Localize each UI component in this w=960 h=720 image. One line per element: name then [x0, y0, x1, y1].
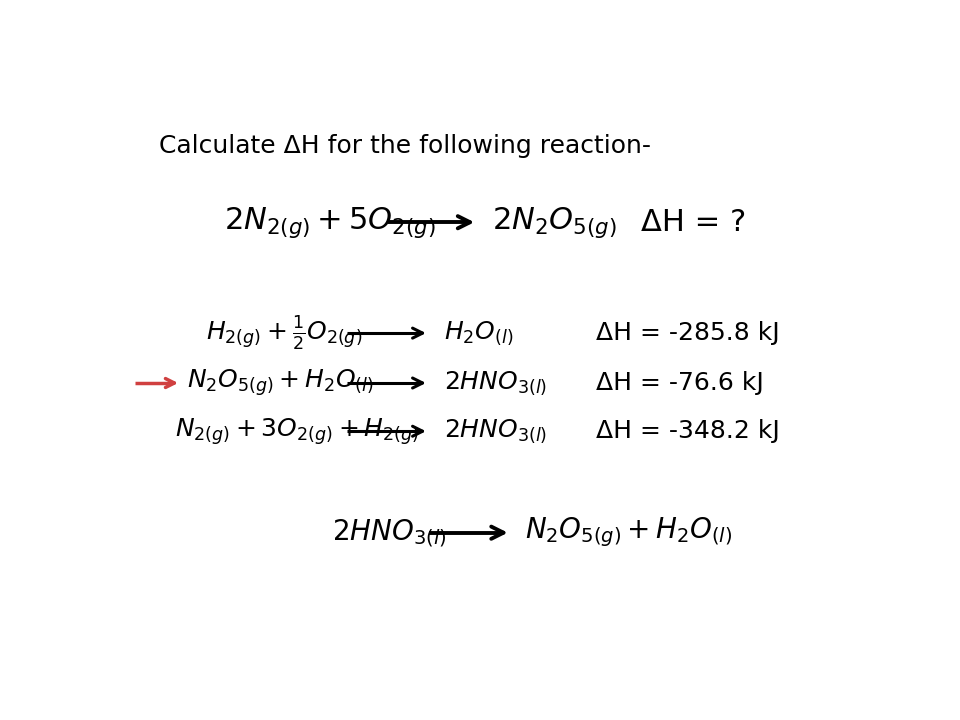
Text: $H_{2}O_{(l)}$: $H_{2}O_{(l)}$ [444, 320, 513, 347]
Text: ΔH = ?: ΔH = ? [641, 208, 746, 237]
Text: $2HNO_{3(l)}$: $2HNO_{3(l)}$ [444, 369, 547, 397]
Text: $2N_{2(g)}+5O_{2(g)}$: $2N_{2(g)}+5O_{2(g)}$ [225, 204, 436, 240]
Text: $H_{2(g)}+\frac{1}{2}O_{2(g)}$: $H_{2(g)}+\frac{1}{2}O_{2(g)}$ [205, 314, 362, 352]
Text: $N_{2(g)}+3O_{2(g)}+H_{2(g)}$: $N_{2(g)}+3O_{2(g)}+H_{2(g)}$ [175, 416, 420, 446]
Text: ΔH = -348.2 kJ: ΔH = -348.2 kJ [596, 419, 780, 444]
Text: $2HNO_{3(l)}$: $2HNO_{3(l)}$ [444, 418, 547, 445]
Text: $N_{2}O_{5(g)}+H_{2}O_{(l)}$: $N_{2}O_{5(g)}+H_{2}O_{(l)}$ [187, 368, 373, 398]
Text: ΔH = -76.6 kJ: ΔH = -76.6 kJ [596, 371, 764, 395]
Text: Calculate ΔH for the following reaction-: Calculate ΔH for the following reaction- [158, 133, 651, 158]
Text: $2HNO_{3(l)}$: $2HNO_{3(l)}$ [332, 517, 446, 549]
Text: $N_{2}O_{5(g)}+H_{2}O_{(l)}$: $N_{2}O_{5(g)}+H_{2}O_{(l)}$ [525, 516, 732, 549]
Text: $2N_{2}O_{5(g)}$: $2N_{2}O_{5(g)}$ [492, 204, 616, 240]
Text: ΔH = -285.8 kJ: ΔH = -285.8 kJ [596, 321, 780, 345]
